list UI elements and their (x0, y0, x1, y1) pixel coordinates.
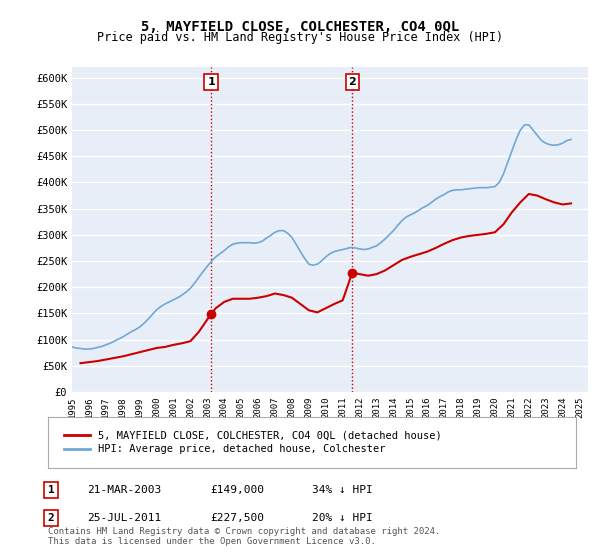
Text: 34% ↓ HPI: 34% ↓ HPI (312, 485, 373, 495)
Text: Contains HM Land Registry data © Crown copyright and database right 2024.
This d: Contains HM Land Registry data © Crown c… (48, 526, 440, 546)
Legend: 5, MAYFIELD CLOSE, COLCHESTER, CO4 0QL (detached house), HPI: Average price, det: 5, MAYFIELD CLOSE, COLCHESTER, CO4 0QL (… (58, 425, 447, 460)
Text: Price paid vs. HM Land Registry's House Price Index (HPI): Price paid vs. HM Land Registry's House … (97, 31, 503, 44)
Text: £149,000: £149,000 (210, 485, 264, 495)
Text: 21-MAR-2003: 21-MAR-2003 (87, 485, 161, 495)
Text: 1: 1 (207, 77, 215, 87)
Text: 20% ↓ HPI: 20% ↓ HPI (312, 513, 373, 523)
Text: 1: 1 (47, 485, 55, 495)
Text: £227,500: £227,500 (210, 513, 264, 523)
Text: 25-JUL-2011: 25-JUL-2011 (87, 513, 161, 523)
Text: 2: 2 (47, 513, 55, 523)
Text: 5, MAYFIELD CLOSE, COLCHESTER, CO4 0QL: 5, MAYFIELD CLOSE, COLCHESTER, CO4 0QL (141, 20, 459, 34)
Text: 2: 2 (348, 77, 356, 87)
